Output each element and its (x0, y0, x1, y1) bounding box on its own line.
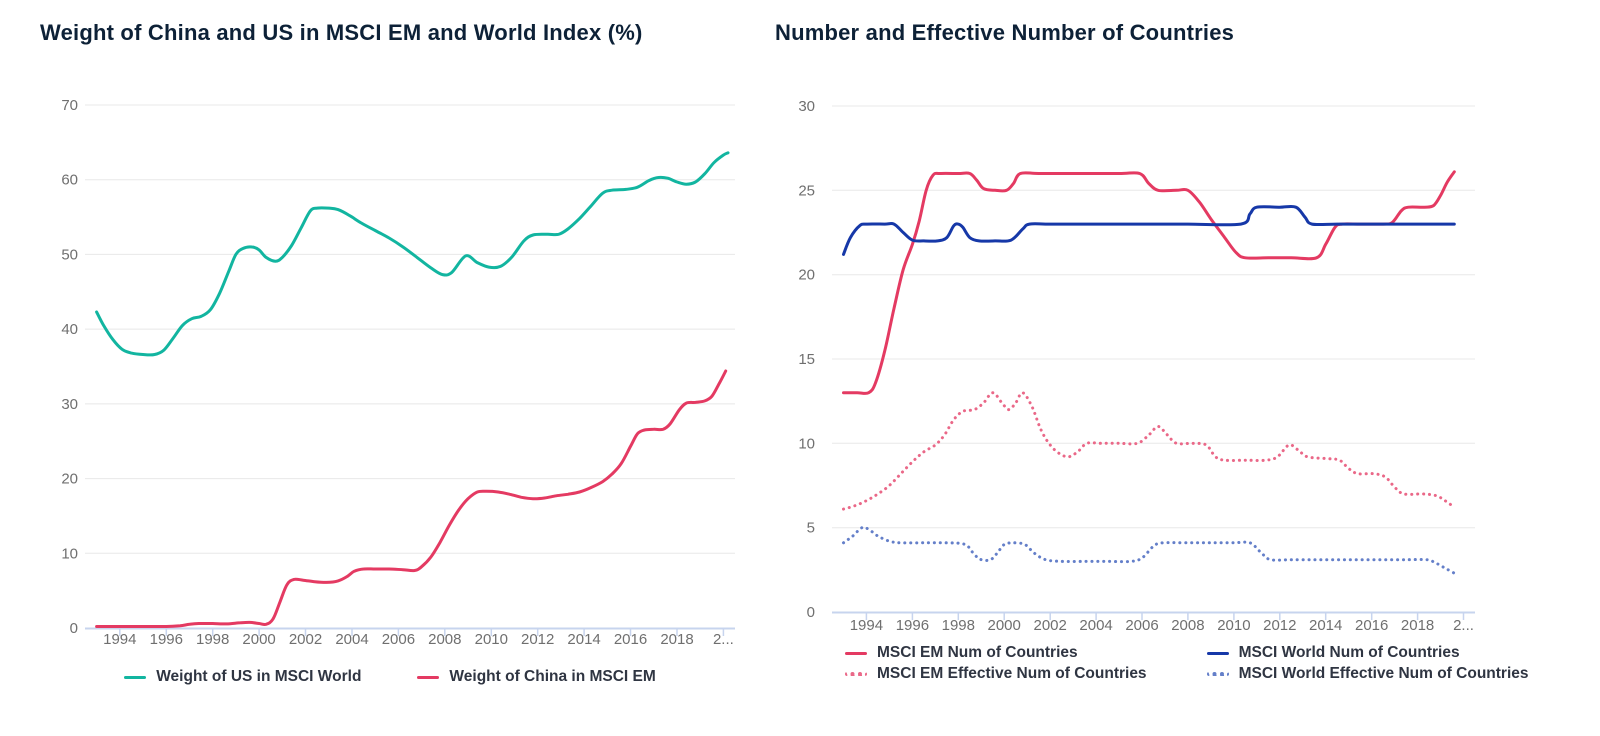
legend-item[interactable]: MSCI World Num of Countries (1206, 644, 1529, 662)
legend-label: Weight of China in MSCI EM (449, 668, 656, 685)
x-axis-label: 2012 (521, 631, 554, 648)
legend-swatch-dotted-line (1206, 672, 1229, 676)
chart-plot: 0 5 10 15 20 25 30 1994 1996 1998 2000 2002 2004 2006… (798, 98, 1475, 634)
y-axis-label: 20 (798, 267, 815, 284)
x-axis-label: 2016 (1355, 617, 1388, 634)
x-axis-label: 2014 (1309, 617, 1342, 634)
x-axis-label: 1994 (850, 617, 883, 634)
x-axis-label: 2018 (660, 631, 693, 648)
x-axis-label: 2... (713, 631, 734, 648)
x-axis-label: 2018 (1401, 617, 1434, 634)
legend-swatch-dotted-line (845, 672, 867, 676)
legend-label: MSCI EM Num of Countries (877, 644, 1078, 661)
x-axis-label: 2012 (1263, 617, 1296, 634)
series-line-0[interactable] (842, 170, 1456, 395)
x-axis-label: 2006 (382, 631, 415, 648)
legend-swatch-solid-line (1206, 651, 1229, 655)
y-axis-label: 30 (798, 98, 815, 115)
x-axis-label: 2002 (1034, 617, 1067, 634)
chart-legend: MSCI EM Num of Countries MSCI World Num o… (845, 644, 1529, 683)
series-line-3[interactable] (842, 525, 1456, 575)
legend-swatch-solid-line (124, 675, 147, 679)
chart-plot: 0 10 20 30 40 50 60 70 1994 1996 1998 2000 2002 2004 2… (61, 97, 735, 648)
chart-legend: Weight of US in MSCI World Weight of Chin… (40, 668, 740, 686)
y-axis-label: 40 (61, 321, 78, 338)
y-axis-label: 10 (61, 545, 78, 562)
x-axis-label: 2010 (1217, 617, 1250, 634)
x-axis-label: 2000 (988, 617, 1021, 634)
legend-swatch-solid-line (417, 675, 440, 679)
legend-label: MSCI EM Effective Num of Countries (877, 665, 1147, 682)
chart-panel-weights: Weight of China and US in MSCI EM and Wo… (40, 20, 740, 720)
legend-item[interactable]: MSCI World Effective Num of Countries (1206, 665, 1529, 683)
y-axis-label: 70 (61, 97, 78, 114)
y-axis-label: 5 (807, 520, 815, 537)
x-axis-label: 2002 (289, 631, 322, 648)
x-axis-label: 2004 (1079, 617, 1112, 634)
legend-label: Weight of US in MSCI World (156, 668, 362, 685)
x-axis-label: 1998 (196, 631, 229, 648)
legend-item[interactable]: MSCI EM Effective Num of Countries (845, 665, 1147, 683)
y-axis-label: 10 (798, 435, 815, 452)
x-axis-label: 2... (1453, 617, 1474, 634)
series-line-0[interactable] (95, 151, 730, 357)
y-axis-label: 50 (61, 246, 78, 263)
chart-panel-countries: Number and Effective Number of Countries… (775, 20, 1529, 720)
legend-label: MSCI World Num of Countries (1238, 644, 1460, 661)
x-axis-label: 2008 (428, 631, 461, 648)
x-axis-label: 2016 (614, 631, 647, 648)
y-axis-label: 30 (61, 396, 78, 413)
legend-swatch-solid-line (845, 651, 867, 655)
legend-item[interactable]: Weight of US in MSCI World (124, 668, 361, 686)
x-axis-label: 1996 (896, 617, 929, 634)
x-axis-label: 2006 (1125, 617, 1158, 634)
chart-title: Weight of China and US in MSCI EM and Wo… (40, 20, 643, 45)
y-axis-label: 0 (807, 604, 815, 621)
x-axis-label: 2014 (567, 631, 600, 648)
legend-item[interactable]: MSCI EM Num of Countries (845, 644, 1147, 662)
series-line-1[interactable] (95, 369, 728, 629)
y-axis-label: 20 (61, 471, 78, 488)
y-axis-label: 60 (61, 172, 78, 189)
x-axis-label: 1994 (103, 631, 136, 648)
x-axis-label: 2008 (1171, 617, 1204, 634)
x-axis-label: 1996 (150, 631, 183, 648)
y-axis-label: 25 (798, 182, 815, 199)
legend-label: MSCI World Effective Num of Countries (1238, 665, 1529, 682)
x-axis-label: 2004 (335, 631, 368, 648)
legend-item[interactable]: Weight of China in MSCI EM (417, 668, 656, 686)
x-axis-label: 1998 (942, 617, 975, 634)
y-axis-label: 15 (798, 351, 815, 368)
series-line-2[interactable] (842, 391, 1456, 511)
chart-title: Number and Effective Number of Countries (775, 20, 1235, 45)
x-axis-label: 2000 (242, 631, 275, 648)
y-axis-label: 0 (70, 620, 78, 637)
series-line-1[interactable] (842, 204, 1456, 256)
x-axis-label: 2010 (475, 631, 508, 648)
